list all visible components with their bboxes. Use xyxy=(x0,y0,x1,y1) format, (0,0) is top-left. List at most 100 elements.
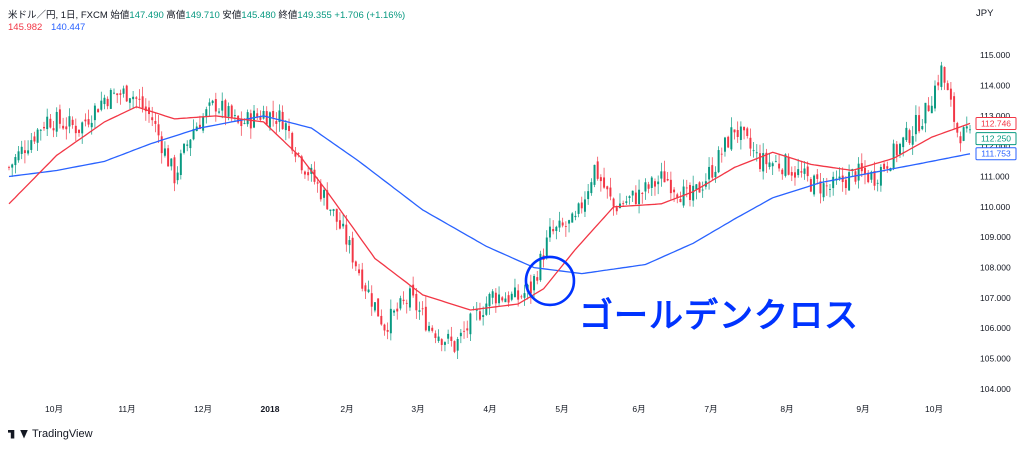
golden-cross-annotation: ゴールデンクロス xyxy=(579,297,859,335)
candle-body xyxy=(692,185,695,201)
candle-body xyxy=(829,189,831,190)
candle-body xyxy=(864,167,866,174)
candle-body xyxy=(800,171,803,173)
open-label: 始値 xyxy=(110,10,130,21)
candle-body xyxy=(946,83,949,91)
ma-values: 145.982 140.447 xyxy=(8,22,91,33)
candle-body xyxy=(160,136,163,154)
candle-body xyxy=(587,191,590,200)
candle-body xyxy=(660,171,663,179)
price-tick-label: 115.000 xyxy=(980,50,1010,60)
candle-body xyxy=(593,164,596,185)
candle-body xyxy=(771,163,774,167)
candle-body xyxy=(221,100,224,111)
candle-body xyxy=(443,342,446,345)
candle-body xyxy=(969,129,971,131)
candle-body xyxy=(851,169,854,171)
candle-body xyxy=(377,298,380,317)
candle-body xyxy=(361,269,364,289)
candle-body xyxy=(625,201,628,203)
low-value: 145.480 xyxy=(241,10,276,21)
candle-body xyxy=(774,161,777,163)
candle-body xyxy=(615,207,618,212)
candle-body xyxy=(466,328,469,331)
candle-body xyxy=(300,156,303,171)
price-tick-label: 112.000 xyxy=(980,141,1010,151)
candle-body xyxy=(679,198,682,203)
candle-body xyxy=(109,89,112,109)
candle-body xyxy=(8,166,10,168)
price-tick-label: 107.000 xyxy=(980,293,1011,303)
candle-body xyxy=(653,181,656,187)
candle-body xyxy=(202,116,205,131)
candle-body xyxy=(644,182,647,192)
candle-body xyxy=(577,203,580,214)
candle-body xyxy=(622,203,625,205)
candle-body xyxy=(144,106,147,112)
candle-body xyxy=(55,111,58,132)
candle-body xyxy=(278,110,281,123)
candle-body xyxy=(743,126,746,131)
candle-body xyxy=(87,119,90,125)
candle-body xyxy=(561,222,564,226)
tradingview-logo[interactable]: TradingView xyxy=(8,428,93,440)
candle-body xyxy=(326,190,329,210)
candle-body xyxy=(902,137,905,148)
candle-body xyxy=(739,126,742,140)
candle-body xyxy=(383,324,386,331)
candle-body xyxy=(794,172,796,178)
candle-body xyxy=(555,226,558,231)
candle-body xyxy=(74,125,77,134)
candle-body xyxy=(536,277,539,281)
brand-label: TradingView xyxy=(32,428,93,440)
candle-body xyxy=(787,156,790,175)
candle-body xyxy=(965,126,968,129)
candle-body xyxy=(259,116,262,120)
candle-body xyxy=(905,127,908,141)
ma-red-value: 145.982 xyxy=(8,22,43,33)
candle-body xyxy=(297,153,300,155)
price-tick-label: 104.000 xyxy=(980,384,1011,394)
candle-body xyxy=(268,112,271,128)
candle-body xyxy=(316,182,319,184)
candle-body xyxy=(949,88,952,100)
candle-body xyxy=(755,152,758,154)
candle-body xyxy=(899,143,901,155)
candle-body xyxy=(921,126,924,130)
candle-body xyxy=(876,182,879,184)
candle-body xyxy=(752,150,755,152)
time-tick-label: 8月 xyxy=(780,404,793,414)
candle-body xyxy=(167,148,170,167)
candle-body xyxy=(14,157,17,166)
candle-body xyxy=(173,157,176,184)
candle-body xyxy=(959,136,962,144)
candle-body xyxy=(510,293,513,300)
candle-body xyxy=(291,132,294,151)
close-label: 終値 xyxy=(278,10,298,21)
candle-body xyxy=(914,114,917,135)
candle-body xyxy=(125,85,128,102)
candle-body xyxy=(186,144,189,146)
candle-body xyxy=(71,119,74,126)
time-tick-label: 3月 xyxy=(411,404,424,414)
candle-body xyxy=(895,144,898,156)
candle-body xyxy=(440,339,443,345)
candle-body xyxy=(424,306,427,331)
candle-body xyxy=(911,136,914,145)
price-label: 112.746 xyxy=(981,119,1011,129)
candle-body xyxy=(135,97,138,99)
candle-body xyxy=(513,287,516,297)
candle-body xyxy=(631,190,634,196)
candle-body xyxy=(39,129,42,131)
candle-body xyxy=(157,124,160,136)
candle-body xyxy=(529,281,532,294)
candle-body xyxy=(36,129,39,143)
candle-body xyxy=(583,199,586,212)
candle-body xyxy=(701,189,704,191)
candle-body xyxy=(43,126,45,129)
candle-body xyxy=(848,172,851,191)
candle-body xyxy=(246,112,249,125)
candle-body xyxy=(189,139,192,149)
